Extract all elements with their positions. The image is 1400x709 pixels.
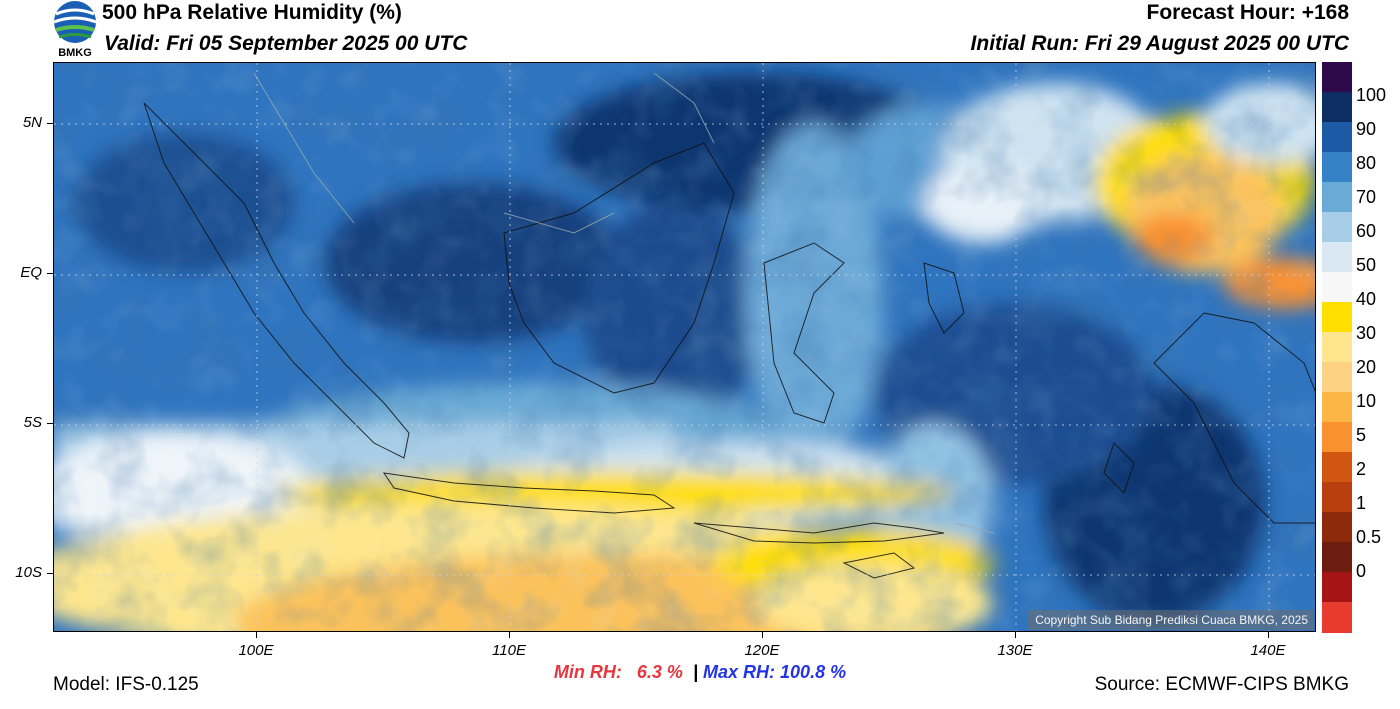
lon-label-120e: 120E	[744, 642, 780, 659]
colorbar-swatch	[1322, 302, 1352, 333]
lat-label-10s: 10S	[15, 564, 42, 581]
logo-text: BMKG	[58, 47, 92, 59]
lat-tick	[47, 423, 53, 424]
initial-run: Initial Run: Fri 29 August 2025 00 UTC	[970, 32, 1349, 55]
lon-tick	[509, 632, 510, 638]
source-label: Source: ECMWF-CIPS BMKG	[1094, 674, 1349, 695]
colorbar-swatch	[1322, 272, 1352, 303]
malaysia-border	[253, 72, 355, 224]
colorbar-swatch	[1322, 62, 1352, 93]
coastlines	[143, 102, 1315, 579]
colorbar-tick-label: 90	[1356, 118, 1377, 139]
sulawesi-outline	[763, 242, 845, 424]
colorbar-tick-label: 50	[1356, 254, 1377, 275]
colorbar-tick-label: 0.5	[1356, 526, 1382, 547]
lat-tick	[47, 573, 53, 574]
colorbar-swatch	[1322, 482, 1352, 513]
borders	[253, 72, 995, 534]
timor-border	[953, 522, 995, 534]
nusa-tenggara-outline	[693, 522, 945, 544]
colorbar-swatch	[1322, 242, 1352, 273]
colorbar-tick-label: 100	[1356, 84, 1387, 105]
lat-label-5s: 5S	[23, 414, 42, 431]
aru-outline	[1103, 442, 1135, 494]
min-rh-value: 6.3 %	[636, 662, 683, 682]
min-max-readout: Min RH: 6.3 % | Max RH: 100.8 %	[0, 662, 1400, 683]
colorbar-swatch	[1322, 362, 1352, 393]
lon-tick	[256, 632, 257, 638]
papua-outline	[1153, 312, 1315, 524]
colorbar-swatch	[1322, 542, 1352, 573]
colorbar-swatch	[1322, 122, 1352, 153]
colorbar-tick-label: 0	[1356, 560, 1367, 581]
colorbar-swatch	[1322, 602, 1352, 633]
colorbar-swatch	[1322, 392, 1352, 423]
colorbar-tick-label: 20	[1356, 356, 1377, 377]
sabah-border	[653, 72, 715, 144]
timor-outline	[842, 552, 916, 579]
kalimantan-border	[503, 212, 615, 234]
sumatra-outline	[143, 102, 410, 459]
model-label: Model: IFS-0.125	[53, 674, 199, 695]
java-outline	[382, 472, 676, 514]
lon-label-110e: 110E	[492, 642, 526, 659]
chart-title: 500 hPa Relative Humidity (%)	[102, 1, 402, 24]
forecast-hour: Forecast Hour: +168	[1146, 1, 1350, 24]
colorbar-tick-label: 40	[1356, 288, 1377, 309]
lat-label-5n: 5N	[22, 114, 42, 131]
humidity-field-svg	[54, 63, 1315, 631]
colorbar	[1322, 62, 1352, 633]
lon-label-140e: 140E	[1250, 642, 1286, 659]
max-rh-value: 100.8 %	[780, 662, 847, 682]
colorbar-swatch	[1322, 182, 1352, 213]
lon-label-100e: 100E	[238, 642, 274, 659]
bmkg-logo-icon	[50, 0, 100, 62]
colorbar-swatch	[1322, 572, 1352, 603]
colorbar-tick-label: 80	[1356, 152, 1377, 173]
texture-light	[54, 63, 1315, 631]
colorbar-tick-label: 60	[1356, 220, 1377, 241]
colorbar-swatch	[1322, 332, 1352, 363]
min-max-separator: |	[692, 662, 698, 682]
colorbar-tick-label: 5	[1356, 424, 1367, 445]
lat-tick	[47, 123, 53, 124]
borneo-outline	[503, 142, 735, 394]
colorbar-swatch	[1322, 512, 1352, 543]
lat-tick	[47, 273, 53, 274]
colorbar-swatch	[1322, 452, 1352, 483]
lon-label-130e: 130E	[997, 642, 1033, 659]
lon-tick	[1268, 632, 1269, 638]
colorbar-tick-label: 1	[1356, 492, 1367, 513]
max-rh-label: Max RH:	[703, 662, 776, 682]
lon-tick	[1015, 632, 1016, 638]
colorbar-swatch	[1322, 92, 1352, 123]
colorbar-tick-label: 70	[1356, 186, 1377, 207]
copyright-badge: Copyright Sub Bidang Prediksi Cuaca BMKG…	[1027, 610, 1314, 630]
colorbar-swatch	[1322, 212, 1352, 243]
colorbar-tick-label: 10	[1356, 390, 1377, 411]
humidity-map[interactable]	[53, 62, 1316, 632]
halmahera-outline	[923, 262, 965, 334]
lon-tick	[762, 632, 763, 638]
colorbar-swatch	[1322, 152, 1352, 183]
colorbar-tick-label: 30	[1356, 322, 1377, 343]
colorbar-tick-label: 2	[1356, 458, 1367, 479]
graticule	[54, 63, 1315, 631]
lat-label-eq: EQ	[20, 264, 42, 281]
valid-time: Valid: Fri 05 September 2025 00 UTC	[104, 32, 468, 55]
min-rh-label: Min RH:	[553, 662, 622, 682]
colorbar-swatch	[1322, 422, 1352, 453]
